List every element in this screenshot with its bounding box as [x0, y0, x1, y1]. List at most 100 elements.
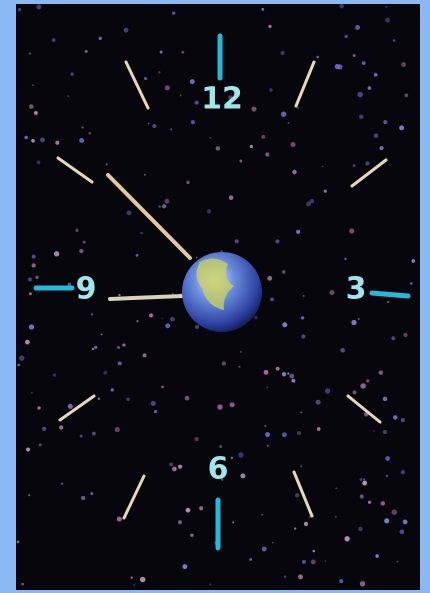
star [17, 363, 20, 367]
star [359, 494, 364, 499]
hour-tick [124, 60, 150, 110]
star [385, 17, 391, 23]
star [31, 84, 34, 87]
star [169, 462, 173, 467]
star [268, 24, 272, 29]
star [302, 559, 306, 564]
star [254, 315, 258, 320]
star [164, 85, 170, 91]
star [384, 518, 390, 524]
star [149, 313, 154, 318]
star [316, 427, 321, 431]
star [24, 135, 28, 140]
star [382, 429, 387, 435]
star [263, 369, 269, 375]
star [302, 295, 305, 297]
star [349, 228, 355, 234]
star [404, 93, 409, 98]
star [28, 324, 35, 330]
star [88, 132, 91, 135]
star [240, 473, 246, 479]
star [300, 316, 305, 320]
star [206, 209, 212, 214]
star [339, 3, 344, 9]
star [123, 27, 129, 33]
star [310, 559, 316, 565]
star [28, 104, 34, 109]
star [378, 370, 384, 375]
star [366, 379, 370, 383]
star [126, 397, 130, 402]
star [261, 7, 265, 11]
star [37, 406, 41, 410]
star [162, 204, 167, 209]
star [19, 355, 25, 361]
star [217, 404, 223, 410]
star [150, 400, 156, 406]
star [234, 239, 239, 244]
star [161, 385, 164, 389]
hour-tick [346, 394, 382, 424]
star [90, 492, 94, 496]
hour-tick [122, 474, 146, 520]
star [298, 574, 303, 580]
star [59, 425, 64, 430]
star [42, 426, 47, 431]
star [365, 161, 370, 166]
star [287, 372, 290, 375]
minute-hand [106, 173, 192, 260]
star [355, 25, 361, 31]
star [287, 122, 290, 124]
star [344, 536, 350, 542]
star [402, 519, 408, 525]
star [261, 546, 267, 552]
hour-tick [292, 470, 314, 518]
star [35, 275, 39, 280]
star [266, 386, 269, 389]
star [67, 403, 73, 409]
star [344, 257, 347, 261]
star [92, 431, 96, 436]
star [144, 173, 146, 176]
star [400, 418, 405, 423]
star [60, 482, 64, 485]
star [164, 198, 170, 204]
continent [196, 258, 234, 310]
star [340, 347, 346, 353]
star [172, 11, 176, 15]
star [116, 346, 120, 350]
star [269, 88, 273, 92]
star [283, 575, 287, 578]
star [399, 125, 405, 131]
star [316, 55, 320, 59]
star [79, 434, 83, 438]
star [142, 353, 147, 358]
star [33, 111, 38, 115]
star [282, 322, 288, 328]
star [28, 292, 32, 296]
star [249, 558, 253, 561]
star [51, 38, 56, 42]
hour-bar [369, 290, 411, 299]
star [359, 581, 366, 587]
star [373, 133, 379, 139]
star [301, 334, 306, 339]
star [337, 64, 343, 70]
star [184, 395, 190, 401]
star [28, 52, 31, 55]
hour-tick [56, 156, 94, 184]
star [391, 336, 396, 341]
star [67, 282, 72, 287]
star [230, 456, 234, 460]
star [351, 319, 357, 326]
star [360, 383, 366, 389]
star [209, 583, 212, 586]
star [91, 347, 95, 351]
star [70, 72, 74, 76]
numeral: 3 [346, 272, 367, 307]
star [110, 388, 114, 392]
star [75, 228, 79, 233]
star [294, 493, 300, 498]
